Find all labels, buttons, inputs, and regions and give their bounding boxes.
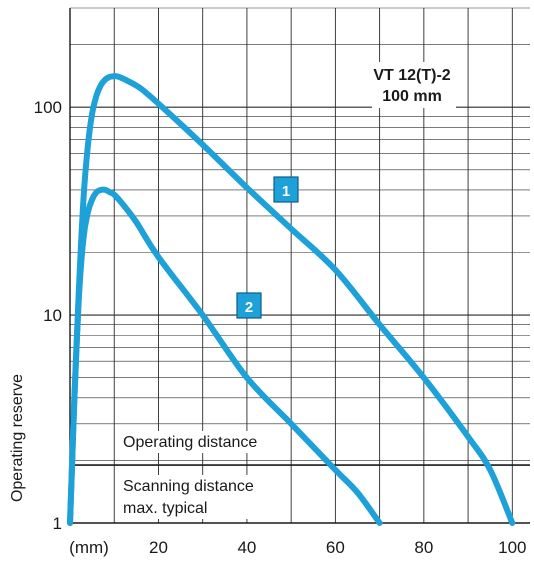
label-background — [118, 475, 288, 519]
tick-labels: 20 40 60 80 100 1 10 100 — [34, 98, 527, 557]
series-badges: 12 — [236, 176, 299, 319]
x-tick-label: 60 — [326, 538, 345, 557]
x-tick-label: 100 — [498, 538, 526, 557]
max-typical-label: max. typical — [123, 500, 207, 517]
label-background — [118, 431, 290, 453]
series-badge-2 — [236, 292, 262, 319]
series-badge-1 — [273, 176, 299, 203]
y-tick-label: 100 — [34, 98, 62, 117]
series-badge-label: 2 — [245, 299, 253, 316]
y-tick-label: 1 — [53, 514, 62, 533]
series-badge-label: 1 — [282, 183, 290, 200]
chart-title-line-1: VT 12(T)-2 — [373, 67, 450, 84]
y-tick-label: 10 — [43, 306, 62, 325]
series-line-1 — [67, 73, 516, 526]
label-background — [372, 62, 456, 108]
scanning-distance-label: Scanning distance — [123, 478, 254, 495]
series-lines — [67, 73, 516, 526]
series-line-2 — [67, 186, 383, 526]
operating-distance-label: Operating distance — [123, 434, 257, 451]
y-axis-label: Operating reserve — [9, 374, 26, 502]
chart-title-line-2: 100 mm — [382, 88, 442, 105]
grid — [69, 7, 530, 524]
x-tick-label: 40 — [237, 538, 256, 557]
x-tick-label: 20 — [149, 538, 168, 557]
x-tick-label: 80 — [414, 538, 433, 557]
x-unit-label: (mm) — [69, 538, 109, 557]
chart-labels: Operating reserve (mm) VT 12(T)-2 100 mm… — [9, 67, 451, 557]
